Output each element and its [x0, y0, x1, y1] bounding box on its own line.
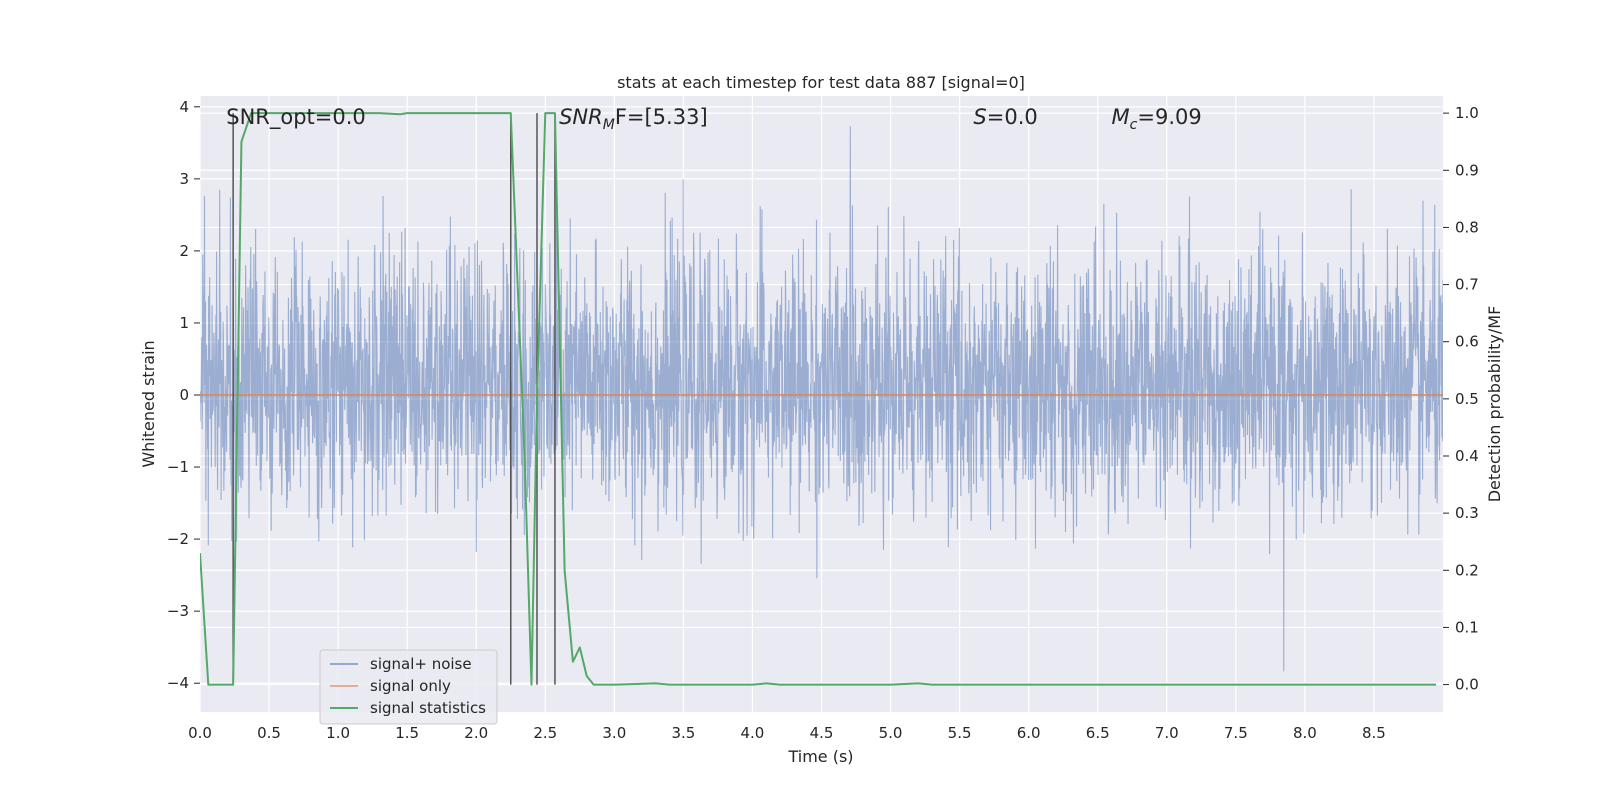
x-tick-label: 3.0	[602, 724, 626, 742]
x-tick-label: 1.5	[395, 724, 419, 742]
annotation-italic: M	[1112, 105, 1130, 129]
y2-axis-title: Detection probability/MF	[1485, 306, 1504, 503]
annotation-text: SNRMF=[5.33]	[559, 105, 708, 133]
y-tick-label: 0	[179, 386, 189, 404]
y-axis-title: Whitened strain	[139, 340, 158, 467]
y2-tick-label: 0.8	[1455, 218, 1479, 236]
legend-box	[319, 649, 498, 725]
data-layer	[200, 112, 1443, 686]
x-tick-label: 8.5	[1362, 724, 1386, 742]
x-tick-label: 7.0	[1155, 724, 1179, 742]
x-tick-label: 1.0	[326, 724, 350, 742]
x-tick-label: 6.5	[1086, 724, 1110, 742]
y-tick-label: −1	[167, 458, 189, 476]
legend: signal+ noise signal only signal statistic…	[319, 649, 498, 725]
chart-title: stats at each timestep for test data 887…	[617, 73, 1025, 92]
x-tick-label: 0.0	[188, 724, 212, 742]
y2-tick-label: 0.7	[1455, 276, 1479, 294]
x-tick-label: 7.5	[1224, 724, 1248, 742]
annotation-subscript: M	[603, 117, 615, 133]
x-axis-title: Time (s)	[787, 747, 853, 766]
y2-tick-label: 0.9	[1455, 161, 1479, 179]
legend-label: signal only	[370, 677, 451, 695]
y-tick-label: −3	[167, 602, 189, 620]
y-tick-label: 4	[179, 98, 189, 116]
y-tick-label: 2	[179, 242, 189, 260]
x-tick-label: 3.5	[671, 724, 695, 742]
x-tick-label: 2.0	[464, 724, 488, 742]
y2-tick-label: 0.2	[1455, 561, 1479, 579]
x-tick-label: 6.0	[1017, 724, 1041, 742]
y2-tick-label: 0.3	[1455, 504, 1479, 522]
series-signal-statistics-line	[200, 112, 1437, 686]
x-tick-label: 8.0	[1293, 724, 1317, 742]
y-tick-label: −2	[167, 530, 189, 548]
annotation-text: SNR_opt=0.0	[226, 105, 366, 130]
y2-tick-label: 0.1	[1455, 618, 1479, 636]
legend-label: signal statistics	[370, 699, 486, 717]
annotation-suffix: F=[5.33]	[615, 105, 708, 129]
annotation-suffix: =0.0	[987, 105, 1038, 129]
y-tick-label: 1	[179, 314, 189, 332]
annotation-text: Mc=9.09	[1112, 105, 1202, 133]
y-tick-label: −4	[167, 674, 189, 692]
x-tick-label: 0.5	[257, 724, 281, 742]
annotation-italic: S	[973, 105, 986, 129]
y-tick-label: 3	[179, 170, 189, 188]
y2-tick-label: 1.0	[1455, 104, 1479, 122]
x-tick-label: 5.0	[879, 724, 903, 742]
grid-layer	[199, 96, 1443, 712]
axis-layer: 0.0 0.5 1.0 1.5 2.0 2.5 3.0 3.5 4.0 4.5 5.0 5.5 6.0 6…	[167, 98, 1479, 742]
y2-tick-label: 0.4	[1455, 447, 1479, 465]
annotation-italic: SNR	[559, 105, 603, 129]
annotation-subscript: c	[1130, 117, 1138, 133]
annotation-text: S=0.0	[973, 105, 1037, 129]
y2-tick-label: 0.5	[1455, 390, 1479, 408]
x-tick-label: 4.0	[741, 724, 765, 742]
annotation-suffix: =9.09	[1137, 105, 1201, 129]
legend-label: signal+ noise	[370, 655, 472, 673]
x-tick-label: 4.5	[810, 724, 834, 742]
y2-tick-label: 0.6	[1455, 333, 1479, 351]
annotation-layer: SNR_opt=0.0 SNRMF=[5.33] S=0.0 Mc=9.09	[226, 105, 1201, 133]
annotation-prefix: SNR_opt=0.0	[226, 105, 366, 130]
x-tick-label: 2.5	[533, 724, 557, 742]
x-tick-label: 5.5	[948, 724, 972, 742]
y2-tick-label: 0.0	[1455, 676, 1479, 694]
series-signal-noise-line	[200, 126, 1443, 672]
